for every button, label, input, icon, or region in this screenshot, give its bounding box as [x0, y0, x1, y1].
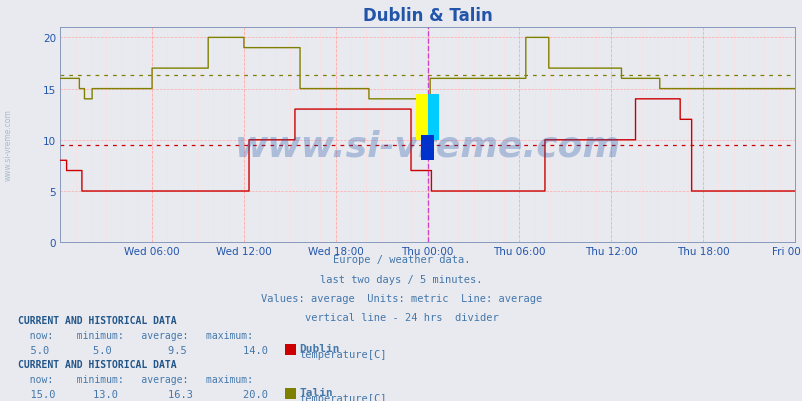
Text: Dublin: Dublin — [299, 343, 339, 353]
Text: temperature[C]: temperature[C] — [299, 349, 387, 359]
Text: 5.0       5.0         9.5         14.0: 5.0 5.0 9.5 14.0 — [18, 345, 280, 355]
Text: CURRENT AND HISTORICAL DATA: CURRENT AND HISTORICAL DATA — [18, 315, 176, 325]
Text: vertical line - 24 hrs  divider: vertical line - 24 hrs divider — [304, 312, 498, 322]
Text: last two days / 5 minutes.: last two days / 5 minutes. — [320, 274, 482, 284]
Text: now:    minimum:   average:   maximum:: now: minimum: average: maximum: — [18, 374, 253, 384]
Text: now:    minimum:   average:   maximum:: now: minimum: average: maximum: — [18, 330, 253, 340]
Text: CURRENT AND HISTORICAL DATA: CURRENT AND HISTORICAL DATA — [18, 359, 176, 369]
Bar — [415, 95, 427, 140]
Title: Dublin & Talin: Dublin & Talin — [363, 7, 492, 25]
Text: www.si-vreme.com: www.si-vreme.com — [3, 109, 13, 180]
Text: Values: average  Units: metric  Line: average: Values: average Units: metric Line: aver… — [261, 293, 541, 303]
Bar — [421, 136, 433, 161]
Text: www.si-vreme.com: www.si-vreme.com — [234, 129, 620, 163]
Text: Talin: Talin — [299, 387, 333, 397]
Text: Europe / weather data.: Europe / weather data. — [332, 255, 470, 265]
Text: temperature[C]: temperature[C] — [299, 393, 387, 401]
Text: 15.0      13.0        16.3        20.0: 15.0 13.0 16.3 20.0 — [18, 389, 280, 399]
Bar — [427, 95, 439, 140]
